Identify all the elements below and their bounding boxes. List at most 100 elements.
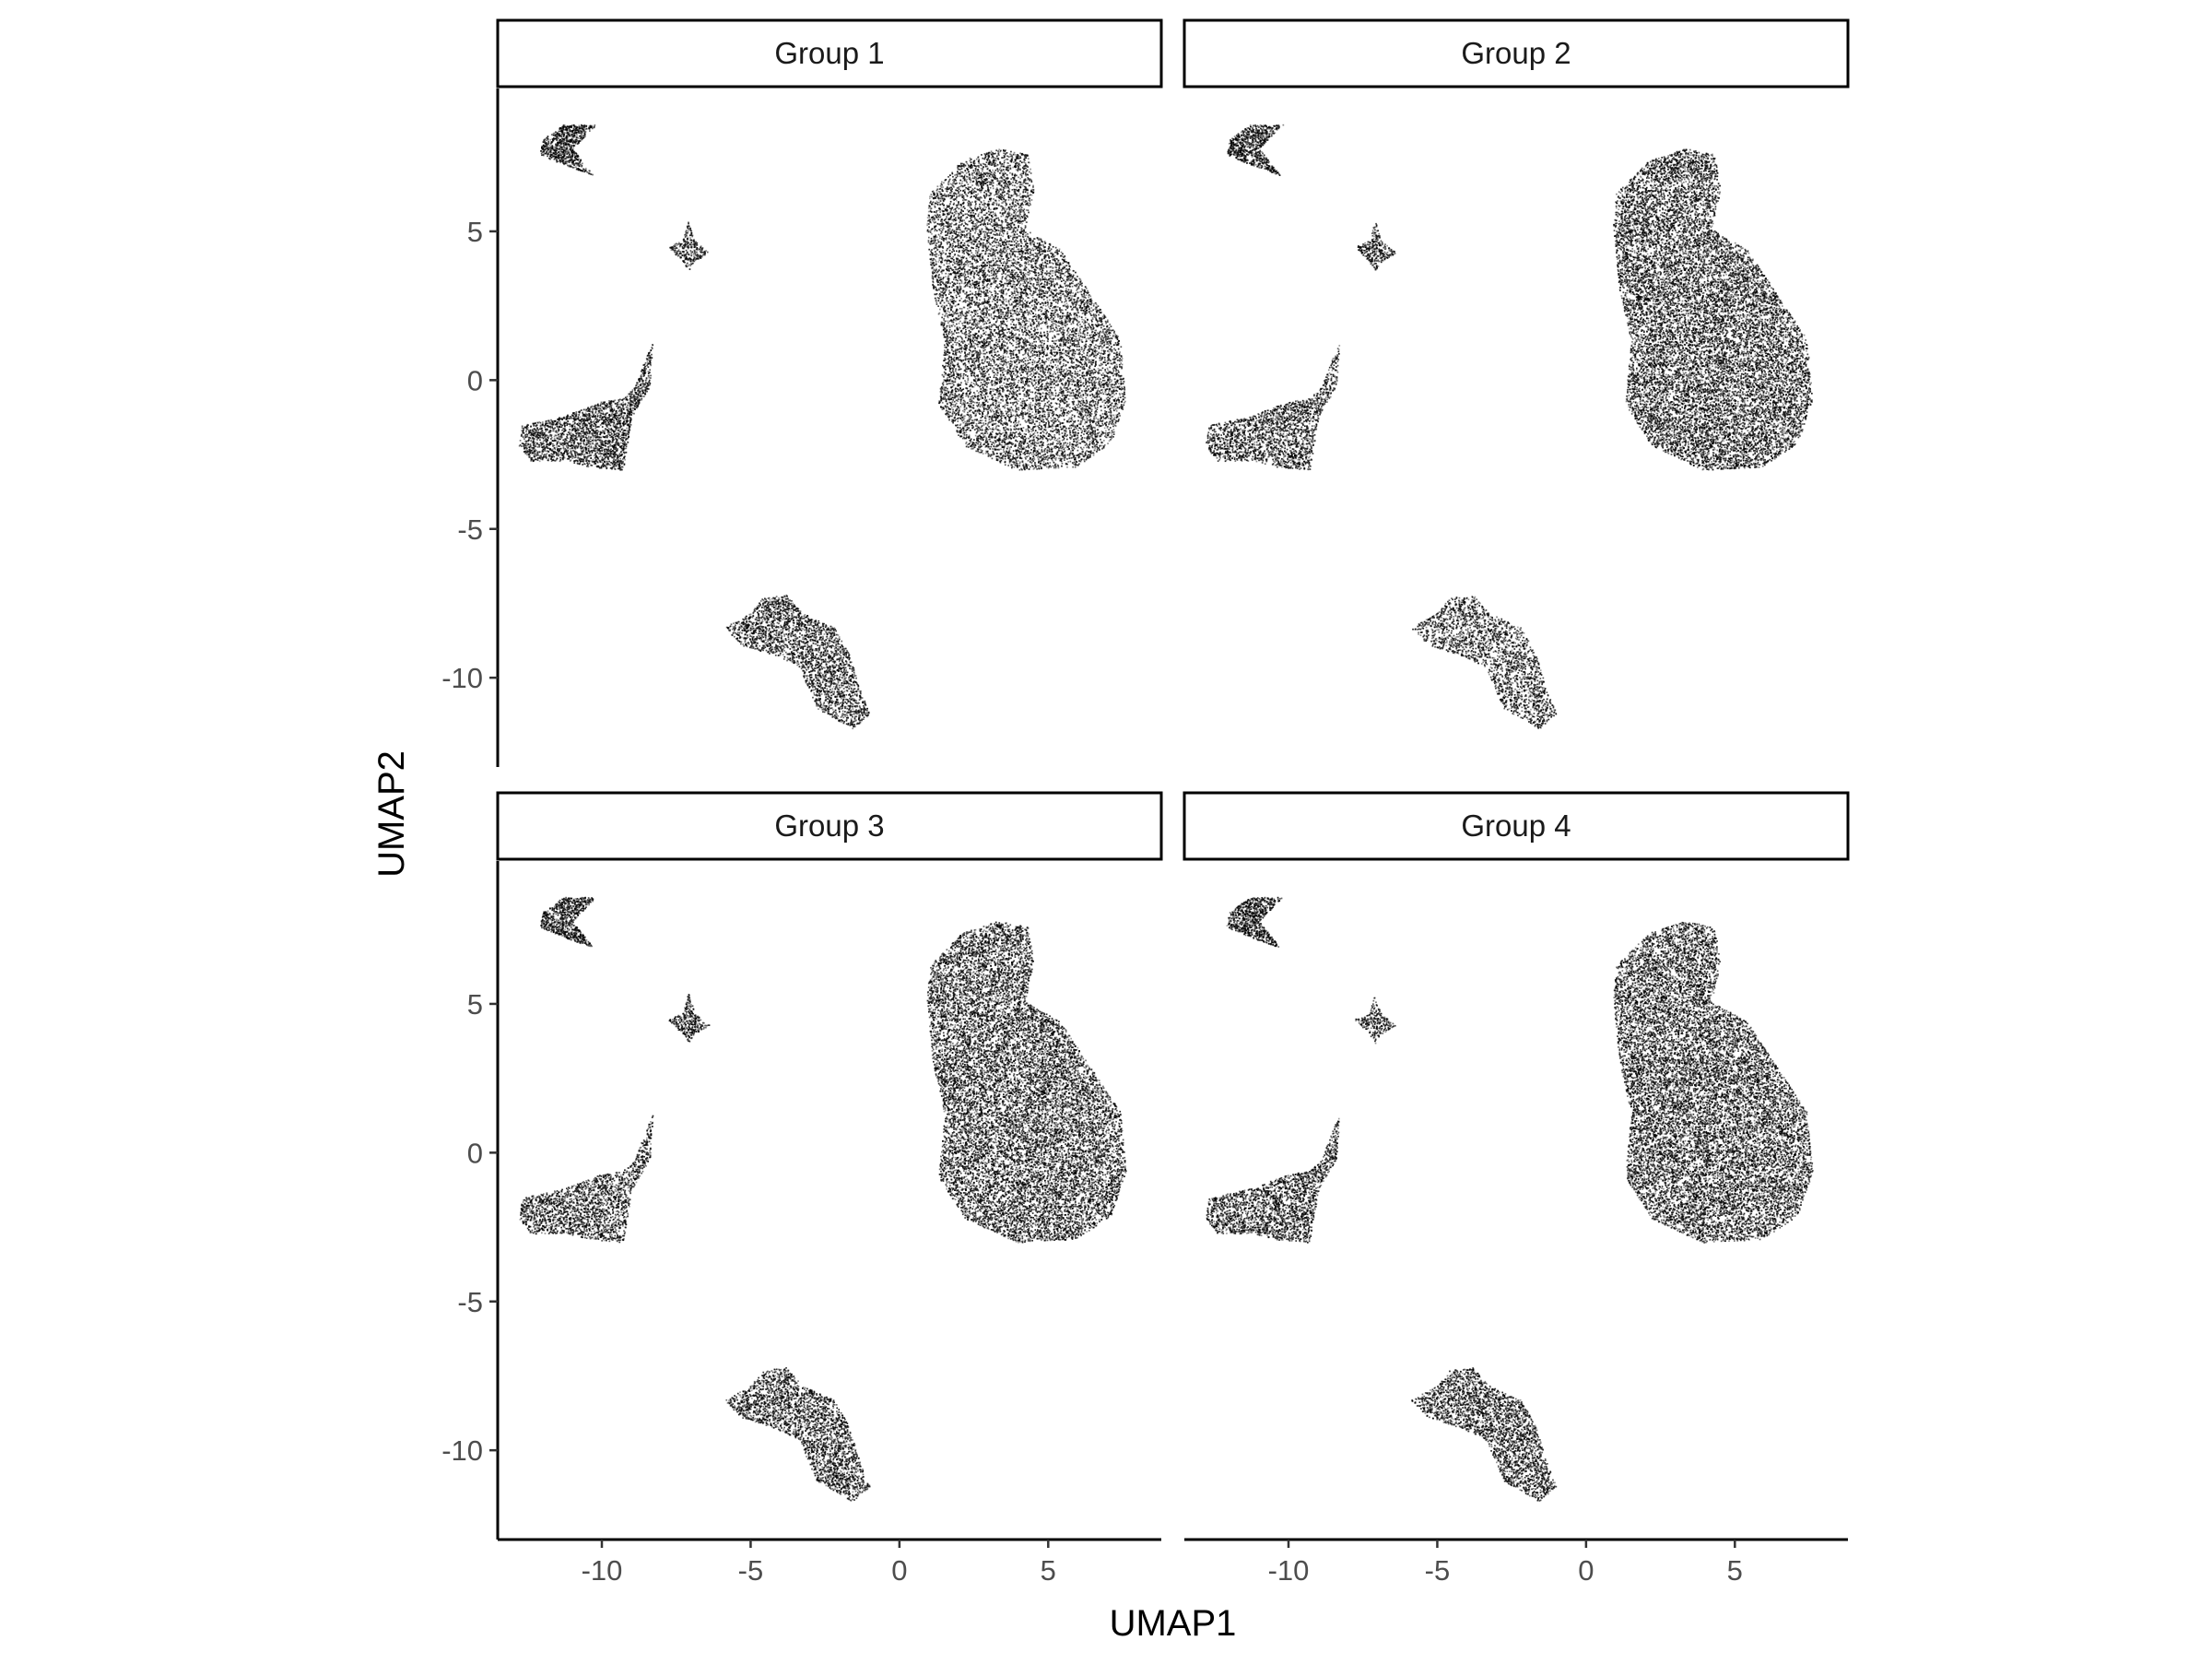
data-point [557,153,559,155]
data-point [575,153,577,155]
data-point [602,426,604,428]
data-point [625,404,627,406]
data-point [689,265,691,266]
data-point [560,144,562,146]
data-point [592,128,594,130]
data-point [559,159,561,161]
data-point [560,448,562,450]
data-point [569,144,571,146]
data-point [629,402,631,404]
data-point [613,448,615,450]
data-point [583,171,585,172]
data-point [582,129,584,131]
data-point [593,436,594,438]
data-point [574,159,576,161]
data-point [586,128,588,130]
data-point [594,124,596,126]
data-point [555,131,557,133]
data-point [579,162,581,164]
data-point [558,455,559,457]
data-point [550,151,552,153]
data-point [682,246,684,248]
data-point [559,140,560,142]
data-point [688,230,689,232]
data-point [552,443,554,445]
data-point [609,434,611,436]
data-point [686,266,688,268]
data-point [597,443,599,444]
data-point [561,153,563,155]
data-point [688,246,690,248]
data-point [601,409,603,411]
data-point [564,137,566,139]
data-point [585,168,587,170]
data-point [676,252,677,254]
data-point [684,234,686,236]
data-point [689,268,691,270]
data-point [577,165,579,167]
data-point [674,245,676,247]
data-point [690,252,692,254]
data-point [693,258,695,260]
data-point [548,142,550,144]
data-point [544,147,546,148]
data-point [645,362,647,364]
data-point [555,440,557,442]
data-point [573,442,575,443]
data-point [573,124,575,126]
data-point [563,163,565,165]
data-point [645,368,647,370]
data-point [568,136,570,138]
data-point [688,245,689,247]
data-point [571,126,572,128]
data-point [672,246,674,248]
data-point [560,149,562,151]
data-point [686,250,688,252]
data-point [563,154,565,156]
data-point [564,142,566,144]
data-point [700,247,701,249]
data-point [543,149,545,151]
data-point [557,432,559,434]
data-point [578,416,580,418]
data-point [686,235,688,237]
data-point [575,166,577,168]
data-point [616,441,618,443]
data-point [643,395,645,397]
data-point [549,155,551,157]
data-point [555,134,557,136]
data-point [683,261,685,263]
data-point [580,133,582,135]
data-point [572,137,574,139]
data-point [688,257,690,259]
data-point [574,157,576,159]
data-point [593,459,594,461]
data-point [677,250,679,252]
data-point [692,235,694,237]
data-point [553,456,555,458]
data-point [677,244,678,246]
data-point [680,253,682,254]
data-point [549,148,551,150]
data-point [523,437,524,439]
data-point [689,235,691,237]
data-point [612,430,614,431]
data-point [566,144,568,146]
data-point [559,150,561,152]
data-point [688,242,689,244]
data-point [564,139,566,141]
data-point [684,241,686,242]
data-point [582,427,584,429]
data-point [694,252,696,254]
data-point [690,259,692,261]
data-point [569,125,571,127]
data-point [559,139,561,141]
data-point [606,437,608,439]
data-point [559,158,560,159]
data-point [582,165,583,167]
data-point [632,389,634,391]
data-point [577,132,579,134]
data-point [650,360,652,361]
data-point [559,154,561,156]
data-point [697,254,699,255]
